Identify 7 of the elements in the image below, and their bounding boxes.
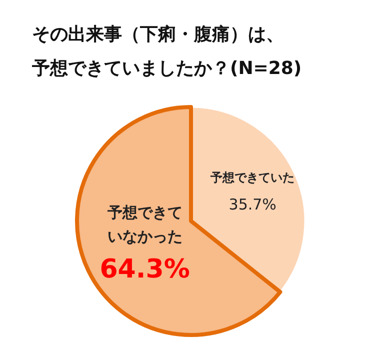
pie-slice [190,106,306,293]
pie-slice [75,105,282,337]
data-label: 35.7% [228,195,276,214]
slice-label: 予想できていなかった [106,203,182,246]
data-label: 64.3% [100,254,190,284]
slice-label: 予想できていた [210,170,295,184]
chart-title: その出来事（下痢・腹痛）は、予想できていましたか？(N=28) [31,24,302,79]
